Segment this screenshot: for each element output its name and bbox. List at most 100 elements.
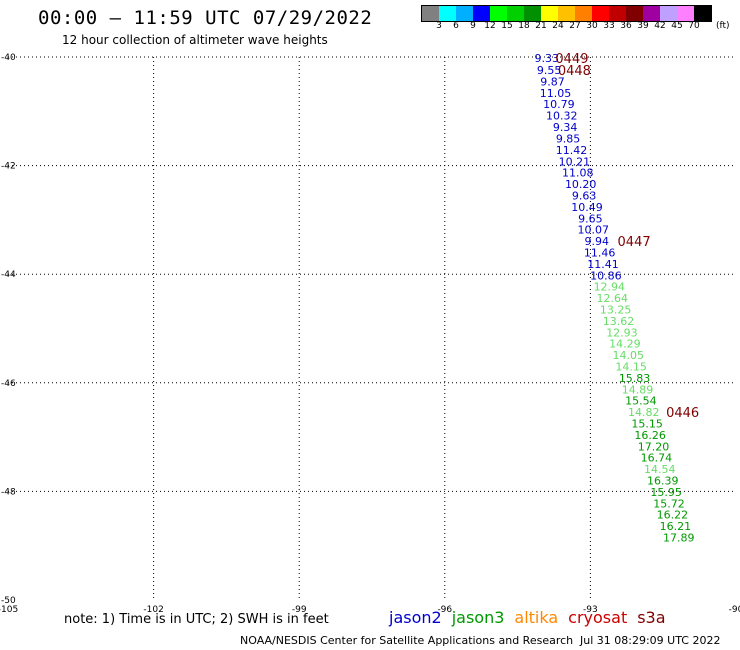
- colorbar-tick-label: 30: [586, 21, 598, 31]
- jason2-wave-height-label: 9.33: [534, 52, 559, 65]
- wave-height-colorbar: [421, 5, 712, 22]
- colorbar-swatch: [456, 6, 473, 21]
- colorbar-swatch: [694, 6, 711, 21]
- jason3-wave-height-label: 14.89: [622, 383, 654, 396]
- x-tick-label: -105: [0, 605, 18, 615]
- jason2-wave-height-label: 11.42: [556, 144, 588, 157]
- footer-timestamp: Jul 31 08:29:09 UTC 2022: [580, 634, 721, 647]
- colorbar-tick-label: 15: [501, 21, 513, 31]
- jason2-wave-height-label: 9.63: [572, 189, 597, 202]
- y-tick-label: -50: [1, 596, 16, 606]
- pass-time-label: 0446: [666, 406, 699, 421]
- jason2-wave-height-label: 11.41: [587, 258, 619, 271]
- jason3-wave-height-label: 14.82: [628, 406, 660, 419]
- x-tick-label: -93: [583, 605, 598, 615]
- colorbar-tick-label: 45: [671, 21, 683, 31]
- x-tick-label: -102: [143, 605, 163, 615]
- jason2-wave-height-label: 10.20: [565, 178, 597, 191]
- colorbar-swatch: [609, 6, 626, 21]
- colorbar-swatch: [490, 6, 507, 21]
- jason3-wave-height-label: 13.25: [600, 303, 632, 316]
- jason2-wave-height-label: 10.32: [546, 110, 578, 123]
- legend-jason3: jason3: [451, 608, 505, 627]
- satellite-legend: jason2 jason3 altika cryosat s3a: [389, 608, 676, 627]
- jason2-wave-height-label: 10.79: [543, 98, 575, 111]
- jason2-wave-height-label: 10.07: [578, 224, 610, 237]
- colorbar-swatch: [575, 6, 592, 21]
- pass-time-label: 0449: [555, 52, 588, 67]
- jason3-wave-height-label: 15.72: [653, 497, 685, 510]
- y-tick-label: -42: [1, 162, 16, 172]
- jason2-wave-height-label: 9.34: [553, 121, 578, 134]
- jason3-wave-height-label: 12.94: [594, 281, 626, 294]
- x-tick-label: -90: [729, 605, 740, 615]
- colorbar-tick-label: 70: [688, 21, 700, 31]
- jason3-wave-height-label: 14.29: [609, 338, 641, 351]
- colorbar-swatch: [643, 6, 660, 21]
- jason2-wave-height-label: 9.87: [540, 75, 565, 88]
- colorbar-tick-label: 33: [603, 21, 615, 31]
- colorbar-swatch: [439, 6, 456, 21]
- jason2-wave-height-label: 10.49: [571, 201, 603, 214]
- colorbar-swatch: [677, 6, 694, 21]
- colorbar-tick-label: 21: [535, 21, 547, 31]
- colorbar-swatch: [541, 6, 558, 21]
- legend-altika: altika: [514, 608, 559, 627]
- jason3-wave-height-label: 14.05: [613, 349, 645, 362]
- y-tick-label: -44: [1, 270, 16, 280]
- jason3-wave-height-label: 16.26: [634, 429, 666, 442]
- note-text: note: 1) Time is in UTC; 2) SWH is in fe…: [64, 612, 329, 627]
- jason3-wave-height-label: 15.83: [619, 372, 651, 385]
- jason3-wave-height-label: 16.39: [647, 475, 679, 488]
- jason2-wave-height-label: 9.94: [584, 235, 609, 248]
- colorbar-tick-label: 24: [552, 21, 564, 31]
- colorbar-swatch: [473, 6, 490, 21]
- colorbar-tick-label: 18: [518, 21, 530, 31]
- colorbar-tick-label: 42: [654, 21, 666, 31]
- x-tick-label: -99: [292, 605, 307, 615]
- colorbar-swatch: [558, 6, 575, 21]
- jason2-wave-height-label: 11.08: [562, 167, 594, 180]
- jason3-wave-height-label: 14.54: [644, 463, 676, 476]
- jason2-wave-height-label: 10.86: [590, 269, 622, 282]
- colorbar-tick-label: 6: [453, 21, 459, 31]
- jason3-wave-height-label: 17.20: [638, 440, 670, 453]
- jason3-wave-height-label: 17.89: [663, 532, 695, 545]
- colorbar-tick-label: 9: [470, 21, 476, 31]
- jason3-wave-height-label: 16.21: [660, 520, 692, 533]
- jason3-wave-height-label: 16.22: [657, 509, 689, 522]
- legend-s3a: s3a: [637, 608, 666, 627]
- jason2-wave-height-label: 11.05: [540, 87, 572, 100]
- colorbar-swatch: [592, 6, 609, 21]
- y-tick-label: -40: [1, 53, 16, 63]
- jason2-wave-height-label: 9.85: [556, 132, 581, 145]
- colorbar-tick-label: 12: [484, 21, 496, 31]
- jason3-wave-height-label: 12.64: [596, 292, 628, 305]
- jason3-wave-height-label: 15.95: [650, 486, 682, 499]
- colorbar-tick-label: 36: [620, 21, 632, 31]
- jason3-wave-height-label: 13.62: [603, 315, 635, 328]
- colorbar-swatch: [422, 6, 439, 21]
- x-tick-label: -96: [437, 605, 452, 615]
- colorbar-tick-label: 39: [637, 21, 649, 31]
- colorbar-tick-label: 27: [569, 21, 581, 31]
- jason3-wave-height-label: 12.93: [606, 326, 638, 339]
- y-tick-label: -46: [1, 379, 16, 389]
- jason3-wave-height-label: 14.15: [615, 361, 647, 374]
- y-tick-label: -48: [1, 487, 16, 497]
- jason2-wave-height-label: 11.46: [584, 246, 616, 259]
- jason2-wave-height-label: 9.55: [537, 64, 562, 77]
- footer-credit: NOAA/NESDIS Center for Satellite Applica…: [240, 634, 574, 647]
- chart-title: 00:00 – 11:59 UTC 07/29/2022: [38, 7, 373, 29]
- colorbar-swatch: [524, 6, 541, 21]
- jason2-wave-height-label: 9.65: [578, 212, 603, 225]
- colorbar-unit: (ft): [716, 21, 730, 31]
- jason3-wave-height-label: 15.54: [625, 395, 657, 408]
- legend-cryosat: cryosat: [568, 608, 628, 627]
- jason3-wave-height-label: 15.15: [631, 418, 663, 431]
- chart-subtitle: 12 hour collection of altimeter wave hei…: [62, 33, 328, 47]
- jason3-wave-height-label: 16.74: [641, 452, 673, 465]
- pass-time-label: 0448: [558, 64, 591, 79]
- pass-time-label: 0447: [618, 235, 651, 250]
